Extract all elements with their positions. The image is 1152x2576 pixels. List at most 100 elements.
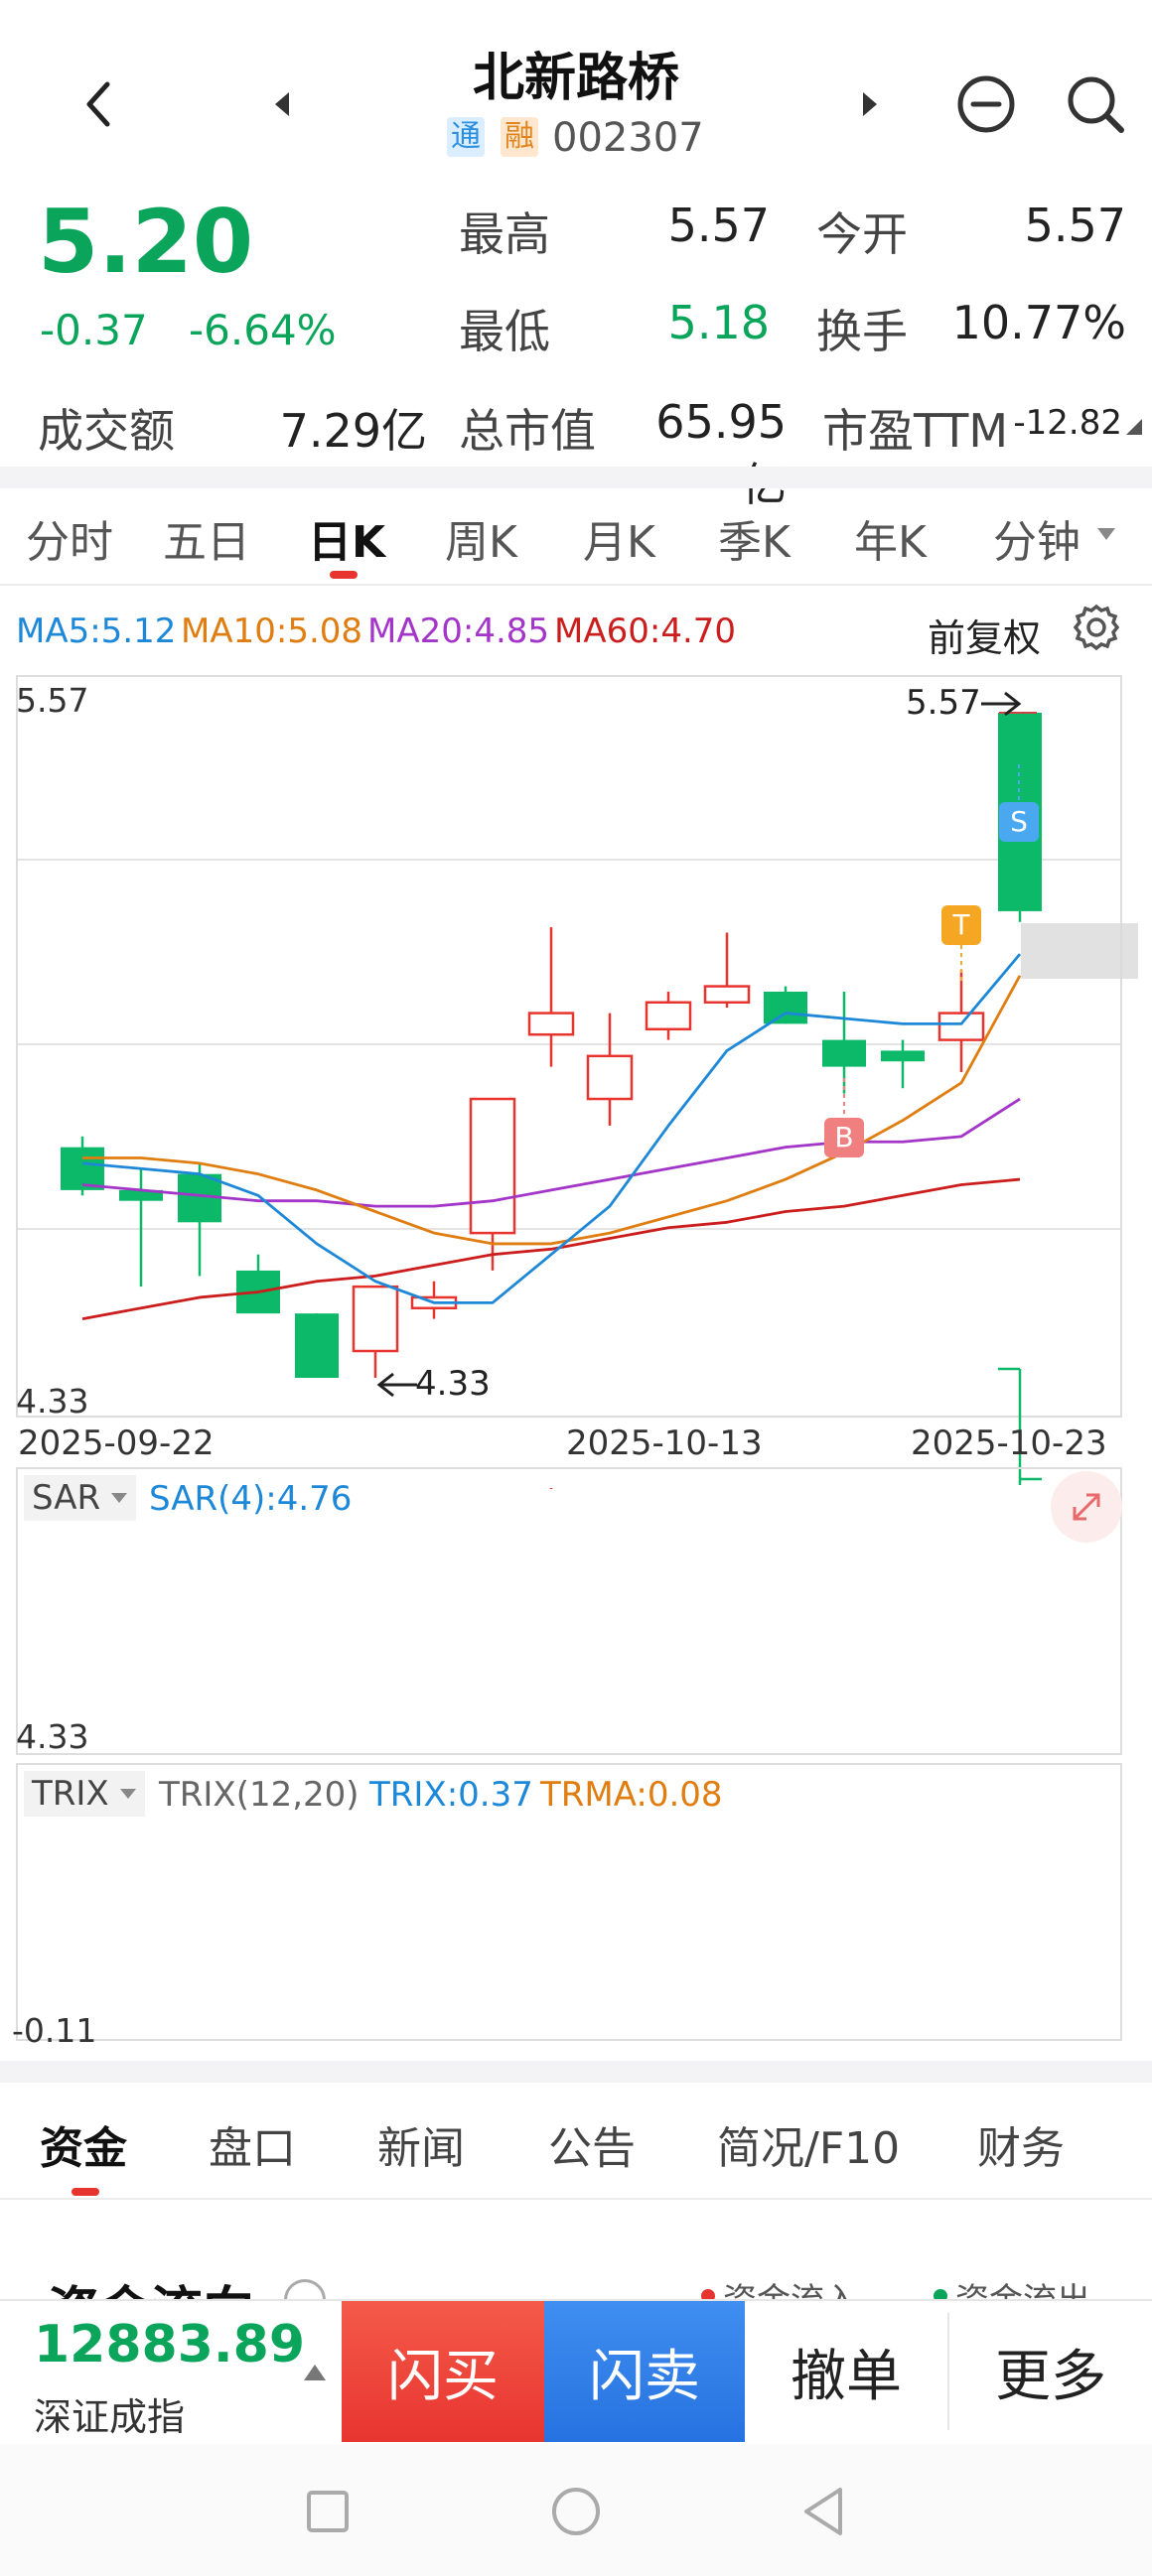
tab-xinwen[interactable]: 新闻 — [377, 2123, 465, 2174]
tab-yuek[interactable]: 月K — [583, 517, 655, 568]
signal-s-badge[interactable]: S — [999, 802, 1039, 842]
trix-selector[interactable]: TRIX — [24, 1771, 145, 1817]
back-icon[interactable] — [70, 69, 129, 139]
candle-body — [295, 1313, 339, 1378]
fund-flow-title: 资金流向 — [48, 2269, 254, 2299]
y-bottom-label: 4.33 — [16, 1382, 89, 1421]
ma20-line — [81, 1097, 1021, 1208]
high-label: 最高 — [459, 207, 550, 261]
tab-caiwu[interactable]: 财务 — [977, 2123, 1065, 2174]
stock-title: 北新路桥 — [472, 49, 679, 108]
ma20-legend: MA20:4.85 — [367, 611, 550, 651]
recent-apps-icon[interactable] — [298, 2482, 358, 2541]
settings-gear-icon[interactable] — [1069, 600, 1124, 655]
sar-name: SAR — [32, 1478, 101, 1518]
tab-gonggao[interactable]: 公告 — [548, 2123, 636, 2174]
high-marker-arrow-icon — [979, 689, 1023, 723]
candle-body — [703, 985, 751, 1005]
open-label: 今开 — [816, 207, 908, 261]
badge-tong: 通 — [447, 117, 485, 157]
candle-body — [527, 1012, 575, 1036]
amount-label: 成交额 — [38, 404, 175, 458]
ma60-line — [81, 1177, 1021, 1320]
tab-pankou[interactable]: 盘口 — [209, 2123, 296, 2174]
sar-dropdown-icon — [111, 1493, 128, 1503]
ma10-legend: MA10:5.08 — [181, 611, 363, 651]
candle-body — [352, 1285, 399, 1353]
high-value: 5.57 — [667, 199, 770, 252]
candle-body — [937, 1012, 985, 1041]
info-icon[interactable] — [284, 2279, 326, 2299]
trix-panel[interactable] — [16, 1763, 1122, 2041]
more-button[interactable]: 更多 — [995, 2344, 1106, 2409]
ma5-legend: MA5:5.12 — [16, 611, 177, 651]
kline-svg — [18, 712, 1138, 1489]
index-value[interactable]: 12883.89 — [34, 2315, 306, 2374]
back-nav-icon[interactable] — [794, 2482, 854, 2541]
index-expand-icon[interactable] — [302, 2363, 328, 2386]
candle-body — [469, 1097, 516, 1235]
sar-value: SAR(4):4.76 — [149, 1479, 353, 1519]
tab-niank[interactable]: 年K — [854, 517, 927, 568]
sar-selector[interactable]: SAR — [24, 1475, 137, 1521]
sar-panel[interactable] — [16, 1467, 1122, 1755]
tab-fenshi[interactable]: 分时 — [26, 517, 113, 568]
remove-watchlist-icon[interactable] — [953, 71, 1019, 137]
tab-f10[interactable]: 简况/F10 — [717, 2123, 901, 2174]
stock-code: 002307 — [552, 115, 704, 161]
home-icon[interactable] — [546, 2482, 606, 2541]
adjust-selector[interactable]: 前复权 — [928, 616, 1042, 660]
outflow-legend: 资金流出 — [955, 2273, 1090, 2299]
candle-body — [586, 1054, 634, 1101]
trix-value: TRIX:0.37 — [369, 1775, 533, 1815]
date-label-start: 2025-09-22 — [18, 1424, 215, 1463]
flash-sell-button[interactable]: 闪卖 — [544, 2301, 745, 2442]
trix-params: TRIX(12,20) — [159, 1775, 360, 1815]
ma5-line — [81, 953, 1022, 1304]
date-label-mid: 2025-10-13 — [566, 1424, 763, 1463]
candle-body — [119, 1189, 163, 1201]
inflow-legend: 资金流入 — [723, 2273, 858, 2299]
trix-dropdown-icon — [119, 1789, 136, 1799]
candle-body — [764, 991, 807, 1024]
signal-t-badge[interactable]: T — [941, 905, 981, 945]
signal-b-badge[interactable]: B — [824, 1118, 864, 1157]
tab-wuri[interactable]: 五日 — [163, 517, 250, 568]
tab-jik[interactable]: 季K — [718, 517, 791, 568]
inflow-legend-dot — [701, 2289, 715, 2299]
pe-dropdown-icon[interactable] — [1124, 417, 1144, 441]
prev-stock-icon[interactable] — [263, 84, 303, 124]
trma-value: TRMA:0.08 — [540, 1775, 723, 1815]
amount-value: 7.29亿 — [279, 404, 427, 458]
high-marker-label: 5.57 — [906, 683, 981, 723]
candle-body — [881, 1050, 925, 1062]
ma60-legend: MA60:4.70 — [554, 611, 737, 651]
search-icon[interactable] — [1061, 69, 1130, 139]
pe-value: -12.82 — [1013, 403, 1122, 443]
badge-rong: 融 — [501, 117, 538, 157]
next-stock-icon[interactable] — [849, 84, 889, 124]
tab-zhouk[interactable]: 周K — [445, 517, 517, 568]
trix-name: TRIX — [32, 1774, 109, 1814]
active-tab-indicator — [330, 571, 358, 579]
date-label-end: 2025-10-23 — [911, 1424, 1107, 1463]
low-marker-label: 4.33 — [415, 1364, 491, 1404]
kline-chart[interactable] — [16, 675, 1122, 1418]
sar-y-label: 4.33 — [16, 1717, 89, 1756]
cancel-order-button[interactable]: 撤单 — [791, 2344, 902, 2409]
pe-label: 市盈TTM — [822, 404, 1009, 458]
low-label: 最低 — [459, 305, 550, 358]
expand-icon[interactable] — [1051, 1471, 1122, 1543]
price-change-pct: -6.64% — [189, 306, 337, 354]
turnover-value: 10.77% — [951, 296, 1126, 349]
candle-body — [645, 1001, 692, 1031]
open-value: 5.57 — [1024, 199, 1126, 252]
index-name[interactable]: 深证成指 — [34, 2395, 186, 2439]
tab-fenzhong[interactable]: 分钟 — [993, 517, 1080, 568]
mcap-label: 总市值 — [459, 404, 596, 458]
minute-dropdown-icon[interactable] — [1096, 526, 1116, 545]
tab-rik[interactable]: 日K — [308, 517, 386, 568]
bottom-tab-indicator — [72, 2188, 99, 2196]
flash-buy-button[interactable]: 闪买 — [342, 2301, 544, 2442]
tab-zijin[interactable]: 资金 — [40, 2123, 127, 2174]
